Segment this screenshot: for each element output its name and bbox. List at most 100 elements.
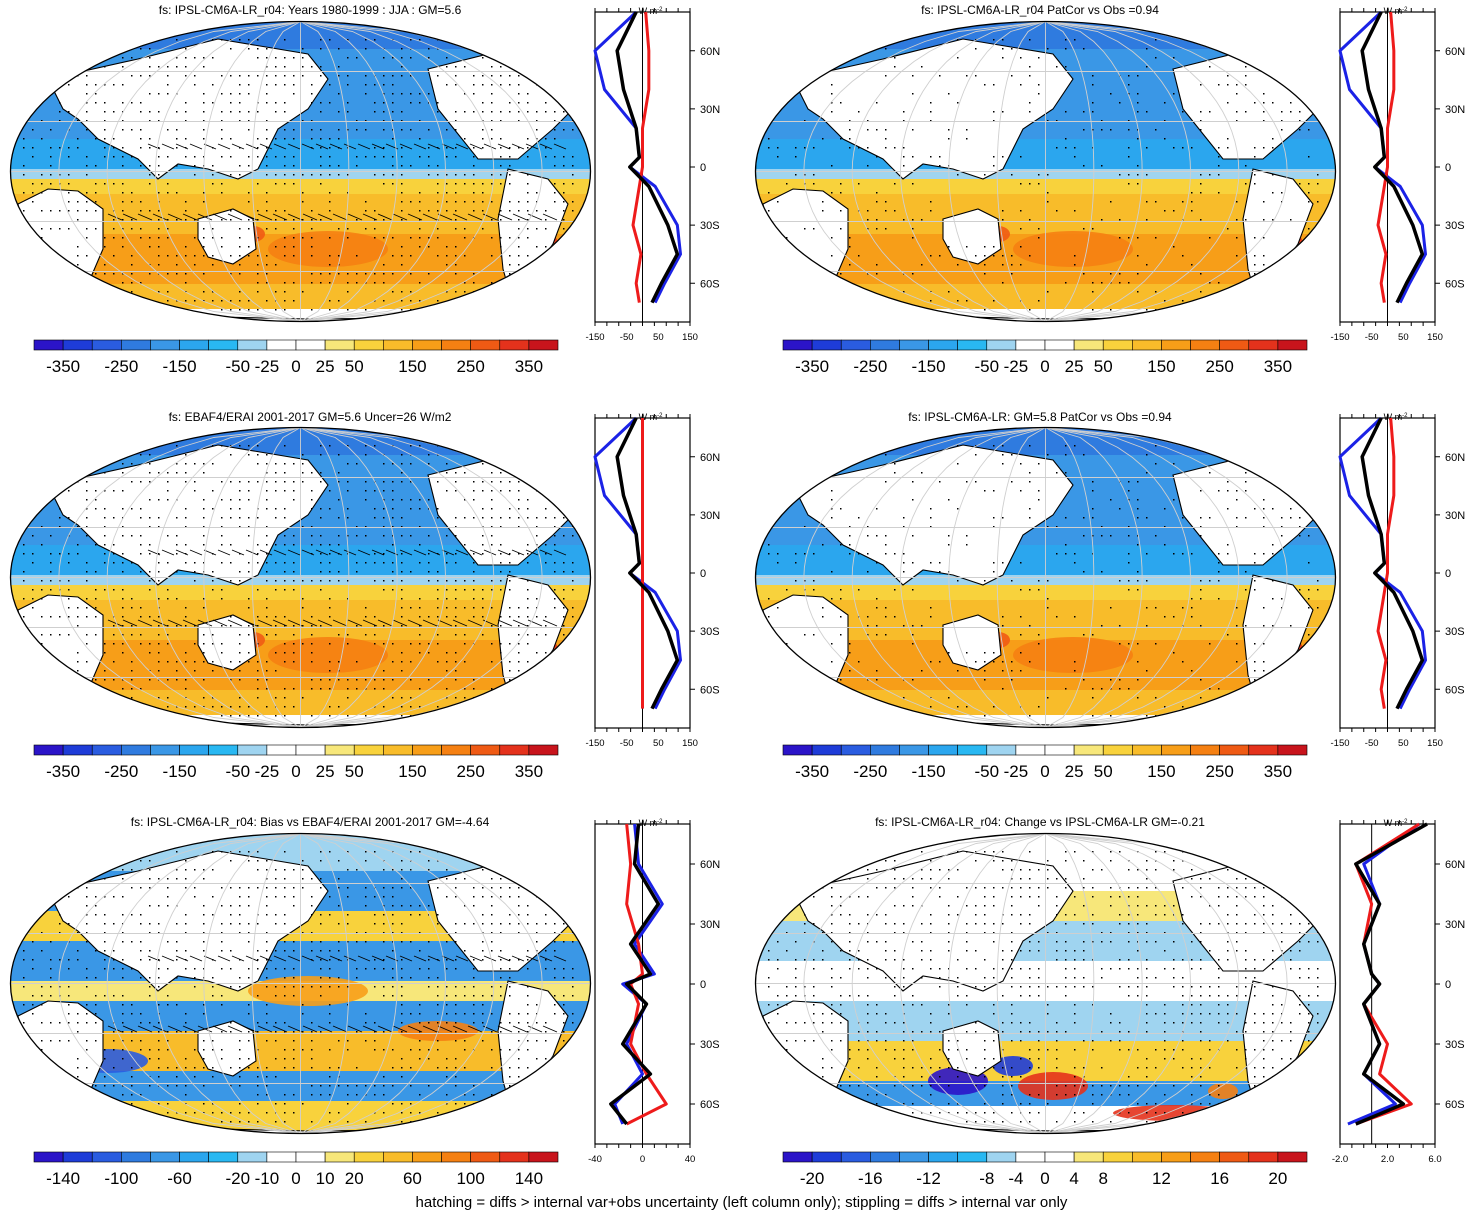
colorbar-swatch bbox=[1219, 744, 1250, 756]
colorbar-label: 0 bbox=[1040, 762, 1049, 781]
colorbar-swatch bbox=[179, 339, 209, 351]
zonal-profile-4: 60N 30N 0 30S 60S -150 -50 50 150 W m-2 bbox=[1330, 412, 1465, 749]
colorbar-swatch bbox=[899, 339, 929, 351]
colorbar-swatch bbox=[1044, 744, 1075, 756]
colorbar-label: 0 bbox=[291, 762, 300, 781]
profile-units: W m-2 bbox=[639, 412, 663, 422]
colorbar-label: 60 bbox=[403, 1169, 422, 1188]
colorbar-swatch bbox=[782, 1151, 813, 1163]
colorbar-label: -250 bbox=[104, 762, 138, 781]
colorbar-label: 25 bbox=[316, 762, 335, 781]
colorbar-swatch bbox=[121, 744, 151, 756]
colorbar-4: -350 -250 -150 -50 -25 0 25 50 150 250 350 bbox=[782, 744, 1308, 781]
profile-obs-line bbox=[613, 823, 664, 1125]
profile-xtick-label: 150 bbox=[682, 332, 698, 343]
colorbar-swatch bbox=[1073, 1151, 1104, 1163]
colorbar-label: 140 bbox=[515, 1169, 543, 1188]
colorbar-swatch bbox=[928, 1151, 958, 1163]
colorbar-swatch bbox=[441, 339, 471, 351]
lat-tick-label: 30S bbox=[700, 626, 720, 638]
colorbar-label: 150 bbox=[398, 357, 426, 376]
colorbar-6: -20 -16 -12 -8 -4 0 4 8 12 16 20 bbox=[782, 1151, 1308, 1188]
colorbar-swatch bbox=[840, 1151, 871, 1163]
colorbar-label: 250 bbox=[1205, 357, 1233, 376]
colorbar-swatch bbox=[295, 744, 326, 756]
colorbar-label: -100 bbox=[104, 1169, 138, 1188]
map-panel-2 bbox=[754, 20, 1337, 323]
colorbar-swatch bbox=[811, 339, 842, 351]
colorbar-label: 0 bbox=[291, 357, 300, 376]
colorbar-swatch bbox=[1102, 744, 1133, 756]
colorbar-label: -250 bbox=[853, 357, 887, 376]
colorbar-swatch bbox=[928, 744, 958, 756]
colorbar-swatch bbox=[811, 744, 842, 756]
colorbar-swatch bbox=[811, 1151, 842, 1163]
lat-tick-label: 60N bbox=[700, 452, 720, 464]
colorbar-label: -350 bbox=[46, 762, 80, 781]
profile-model-line bbox=[1354, 822, 1428, 1126]
colorbar-label: 100 bbox=[456, 1169, 484, 1188]
colorbar-swatch bbox=[412, 744, 442, 756]
lat-tick-label: 60S bbox=[1445, 684, 1465, 696]
colorbar-label: -25 bbox=[1004, 357, 1029, 376]
colorbar-label: -10 bbox=[255, 1169, 280, 1188]
colorbar-swatch bbox=[782, 339, 813, 351]
lat-tick-label: 60S bbox=[700, 684, 720, 696]
profile-units: W m-2 bbox=[1384, 818, 1408, 828]
lat-tick-label: 60S bbox=[1445, 1099, 1465, 1111]
colorbar-label: -8 bbox=[979, 1169, 994, 1188]
lat-tick-label: 60N bbox=[1445, 46, 1465, 58]
profile-xtick-label: -150 bbox=[1330, 332, 1349, 343]
zonal-profile-5: 60N 30N 0 30S 60S -40 0 40 W m-2 bbox=[588, 818, 720, 1165]
profile-diff-line bbox=[1376, 417, 1396, 709]
colorbar-label: 50 bbox=[1094, 357, 1113, 376]
colorbar-3: -350 -250 -150 -50 -25 0 25 50 150 250 350 bbox=[33, 744, 559, 781]
colorbar-swatch bbox=[266, 744, 297, 756]
lat-tick-label: 30N bbox=[1445, 510, 1465, 522]
lat-tick-label: 30N bbox=[700, 104, 720, 116]
colorbar-label: -140 bbox=[46, 1169, 80, 1188]
colorbar-label: -150 bbox=[912, 762, 946, 781]
colorbar-swatch bbox=[1044, 339, 1075, 351]
colorbar-label: -250 bbox=[104, 357, 138, 376]
colorbar-swatch bbox=[237, 1151, 268, 1163]
profile-xtick-label: 50 bbox=[1398, 738, 1409, 749]
lat-tick-label: 30N bbox=[700, 510, 720, 522]
colorbar-swatch bbox=[957, 339, 988, 351]
colorbar-swatch bbox=[957, 1151, 988, 1163]
colorbar-swatch bbox=[528, 1151, 559, 1163]
colorbar-label: 350 bbox=[515, 357, 543, 376]
colorbar-swatch bbox=[353, 1151, 384, 1163]
colorbar-label: -350 bbox=[795, 762, 829, 781]
colorbar-label: 250 bbox=[456, 762, 484, 781]
colorbar-label: 50 bbox=[345, 762, 364, 781]
profile-xtick-label: 0 bbox=[640, 1154, 645, 1165]
colorbar-swatch bbox=[528, 339, 559, 351]
panel-title-3: fs: EBAF4/ERAI 2001-2017 GM=5.6 Uncer=26… bbox=[168, 410, 452, 424]
colorbar-swatch bbox=[62, 1151, 93, 1163]
colorbar-label: 50 bbox=[1094, 762, 1113, 781]
panel-title-1: fs: IPSL-CM6A-LR_r04: Years 1980-1999 : … bbox=[158, 3, 462, 17]
colorbar-swatch bbox=[33, 1151, 64, 1163]
colorbar-label: 350 bbox=[1264, 357, 1292, 376]
zonal-profile-1: 60N 30N 0 30S 60S -150 -50 50 150 W m-2 bbox=[585, 6, 720, 343]
colorbar-swatch bbox=[91, 339, 122, 351]
colorbar-swatch bbox=[208, 339, 239, 351]
colorbar-swatch bbox=[1277, 1151, 1308, 1163]
colorbar-swatch bbox=[1132, 744, 1162, 756]
lat-tick-label: 0 bbox=[1445, 979, 1451, 991]
profile-xtick-label: 50 bbox=[653, 332, 664, 343]
colorbar-swatch bbox=[1219, 339, 1250, 351]
colorbar-swatch bbox=[840, 744, 871, 756]
colorbar-swatch bbox=[1161, 1151, 1191, 1163]
colorbar-label: 0 bbox=[1040, 357, 1049, 376]
profile-xtick-label: 2.0 bbox=[1381, 1154, 1394, 1165]
colorbar-swatch bbox=[470, 1151, 501, 1163]
panel-title-6: fs: IPSL-CM6A-LR_r04: Change vs IPSL-CM6… bbox=[875, 815, 1205, 829]
colorbar-label: 150 bbox=[398, 762, 426, 781]
colorbar-label: -250 bbox=[853, 762, 887, 781]
profile-xtick-label: 50 bbox=[653, 738, 664, 749]
lat-tick-label: 60N bbox=[1445, 452, 1465, 464]
lat-tick-label: 0 bbox=[1445, 568, 1451, 580]
profile-xtick-label: 50 bbox=[1398, 332, 1409, 343]
